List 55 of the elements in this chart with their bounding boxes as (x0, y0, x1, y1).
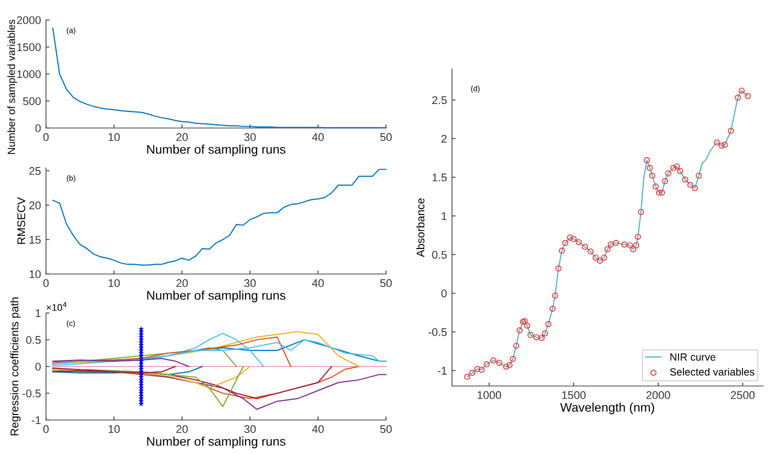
x-tick-label: 1000 (478, 391, 502, 400)
x-tick-label: 0 (43, 425, 49, 434)
y-tick-label: 1.5 (432, 174, 447, 182)
y-axis-title: Absorbance (416, 198, 424, 258)
y-tick-label: -1 (438, 366, 447, 375)
x-axis-title: Number of sampling runs (147, 290, 286, 302)
x-tick-label: 0 (43, 279, 49, 288)
x-tick-label: 0 (43, 133, 49, 142)
x-tick-label: 30 (244, 133, 256, 142)
x-tick-label: 20 (176, 133, 188, 142)
x-tick-label: 50 (380, 279, 392, 288)
x-tick-label: 10 (108, 279, 120, 288)
x-tick-label: 10 (108, 133, 120, 142)
x-axis-title: Wavelength (nm) (560, 402, 654, 414)
x-tick-label: 20 (176, 279, 188, 288)
y-axis-title: Regression coefficients path (10, 298, 21, 436)
x-tick-label: 20 (176, 425, 188, 434)
text: ×10$^{4}$ (46, 302, 67, 311)
y-tick-label: 2.5 (432, 96, 447, 104)
x-tick-label: 40 (312, 425, 324, 434)
x-tick-label: 30 (244, 425, 256, 434)
y-tick-label: 20 (29, 201, 41, 210)
y-tick-label: 0 (35, 124, 41, 132)
x-tick-label: 2500 (730, 391, 755, 400)
y-tick-label: 1 (442, 212, 447, 220)
y-tick-label: -1 (32, 416, 41, 424)
y-tick-label: 1 (36, 309, 41, 318)
y-axis-title: RMSECV (17, 197, 26, 244)
y-tick-label: -0.5 (22, 390, 41, 398)
y-tick-label: 1500 (17, 43, 41, 52)
x-tick-label: 50 (380, 425, 392, 434)
x-tick-label: 40 (312, 133, 324, 142)
legend-label: Selected variables (670, 368, 754, 376)
y-tick-label: 0.5 (432, 250, 447, 259)
y-axis-title: Number of sampled variables (7, 20, 18, 154)
y-tick-label: 2000 (16, 16, 41, 24)
x-tick-label: 40 (312, 279, 324, 288)
x-tick-label: 10 (108, 425, 120, 434)
y-tick-label: 0 (35, 362, 41, 371)
y-tick-label: 0 (441, 289, 447, 298)
x-tick-label: 2000 (646, 391, 670, 400)
y-tick-label: 10 (30, 270, 41, 278)
y-tick-label: -0.5 (428, 328, 447, 336)
y-tick-label: 15 (30, 236, 41, 244)
x-tick-label: 1500 (562, 391, 586, 400)
x-tick-label: 30 (244, 279, 256, 288)
y-tick-label: 2 (442, 134, 447, 143)
y-tick-label: 0.5 (26, 336, 41, 344)
x-axis-title: Number of sampling runs (147, 436, 286, 448)
y-tick-label: 1000 (17, 70, 41, 78)
x-tick-label: 50 (380, 133, 392, 142)
y-tick-label: 25 (29, 167, 41, 175)
y-tick-label: 500 (23, 97, 41, 106)
x-axis-title: Number of sampling runs (147, 144, 286, 156)
legend-label: NIR curve (670, 353, 716, 361)
